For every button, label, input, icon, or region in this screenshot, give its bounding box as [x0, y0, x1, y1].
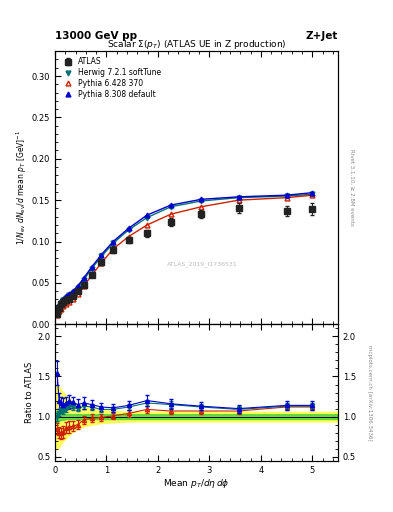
Herwig 7.2.1 softTune	[70, 290, 75, 296]
Pythia 6.428 370	[59, 306, 64, 312]
X-axis label: Mean $p_T/d\eta\,d\phi$: Mean $p_T/d\eta\,d\phi$	[163, 477, 230, 490]
Herwig 7.2.1 softTune	[63, 295, 68, 301]
Pythia 8.308 default	[199, 196, 204, 202]
Line: Pythia 6.428 370: Pythia 6.428 370	[55, 193, 315, 317]
Pythia 8.308 default	[75, 283, 80, 289]
Herwig 7.2.1 softTune	[199, 198, 204, 204]
Pythia 6.428 370	[57, 308, 61, 314]
Pythia 6.428 370	[55, 312, 59, 318]
Pythia 6.428 370	[70, 296, 75, 303]
Pythia 8.308 default	[70, 288, 75, 294]
Pythia 8.308 default	[66, 291, 71, 297]
Herwig 7.2.1 softTune	[145, 215, 149, 221]
Y-axis label: $1/N_\mathrm{ev}$ $dN_\mathrm{ev}/d$ mean $p_T$ [GeV]$^{-1}$: $1/N_\mathrm{ev}$ $dN_\mathrm{ev}/d$ mea…	[15, 130, 29, 245]
Pythia 8.308 default	[126, 225, 131, 231]
Pythia 8.308 default	[310, 189, 315, 196]
Pythia 6.428 370	[61, 303, 66, 309]
Line: Herwig 7.2.1 softTune: Herwig 7.2.1 softTune	[55, 192, 315, 315]
Pythia 6.428 370	[63, 301, 68, 307]
Pythia 6.428 370	[66, 299, 71, 305]
Pythia 6.428 370	[169, 211, 173, 217]
Line: Pythia 8.308 default: Pythia 8.308 default	[55, 190, 315, 310]
Herwig 7.2.1 softTune	[57, 304, 61, 310]
Pythia 8.308 default	[236, 194, 241, 200]
Herwig 7.2.1 softTune	[75, 285, 80, 291]
Herwig 7.2.1 softTune	[99, 253, 104, 260]
Herwig 7.2.1 softTune	[55, 310, 59, 316]
Title: Scalar $\Sigma(p_T)$ (ATLAS UE in Z production): Scalar $\Sigma(p_T)$ (ATLAS UE in Z prod…	[107, 38, 286, 51]
Herwig 7.2.1 softTune	[126, 227, 131, 233]
Pythia 6.428 370	[99, 260, 104, 266]
Pythia 6.428 370	[236, 197, 241, 203]
Pythia 8.308 default	[169, 202, 173, 208]
Pythia 8.308 default	[99, 252, 104, 258]
Text: 13000 GeV pp: 13000 GeV pp	[55, 31, 137, 41]
Pythia 8.308 default	[63, 293, 68, 299]
Text: ATLAS_2019_I1736531: ATLAS_2019_I1736531	[167, 261, 237, 267]
Herwig 7.2.1 softTune	[61, 297, 66, 303]
Herwig 7.2.1 softTune	[59, 300, 64, 306]
Y-axis label: Ratio to ATLAS: Ratio to ATLAS	[25, 362, 34, 423]
Herwig 7.2.1 softTune	[66, 292, 71, 298]
Pythia 6.428 370	[89, 272, 94, 279]
Pythia 6.428 370	[284, 195, 289, 201]
Pythia 6.428 370	[111, 246, 116, 252]
Herwig 7.2.1 softTune	[169, 204, 173, 210]
Pythia 8.308 default	[55, 305, 59, 311]
Pythia 6.428 370	[81, 283, 86, 289]
Pythia 6.428 370	[75, 291, 80, 297]
Y-axis label: Rivet 3.1.10, ≥ 2.8M events: Rivet 3.1.10, ≥ 2.8M events	[349, 150, 354, 226]
Herwig 7.2.1 softTune	[89, 266, 94, 272]
Pythia 8.308 default	[61, 295, 66, 302]
Herwig 7.2.1 softTune	[310, 191, 315, 198]
Pythia 8.308 default	[59, 298, 64, 304]
Pythia 6.428 370	[310, 192, 315, 198]
Herwig 7.2.1 softTune	[81, 276, 86, 283]
Legend: ATLAS, Herwig 7.2.1 softTune, Pythia 6.428 370, Pythia 8.308 default: ATLAS, Herwig 7.2.1 softTune, Pythia 6.4…	[59, 55, 163, 101]
Pythia 6.428 370	[199, 204, 204, 210]
Pythia 6.428 370	[145, 222, 149, 228]
Pythia 8.308 default	[89, 264, 94, 270]
Pythia 8.308 default	[284, 192, 289, 198]
Pythia 8.308 default	[111, 239, 116, 245]
Pythia 8.308 default	[57, 302, 61, 308]
Y-axis label: mcplots.cern.ch [arXiv:1306.3436]: mcplots.cern.ch [arXiv:1306.3436]	[367, 345, 372, 440]
Pythia 6.428 370	[126, 233, 131, 240]
Text: Z+Jet: Z+Jet	[306, 31, 338, 41]
Pythia 8.308 default	[145, 212, 149, 218]
Pythia 8.308 default	[81, 275, 86, 281]
Herwig 7.2.1 softTune	[236, 195, 241, 201]
Herwig 7.2.1 softTune	[111, 240, 116, 246]
Herwig 7.2.1 softTune	[284, 193, 289, 199]
